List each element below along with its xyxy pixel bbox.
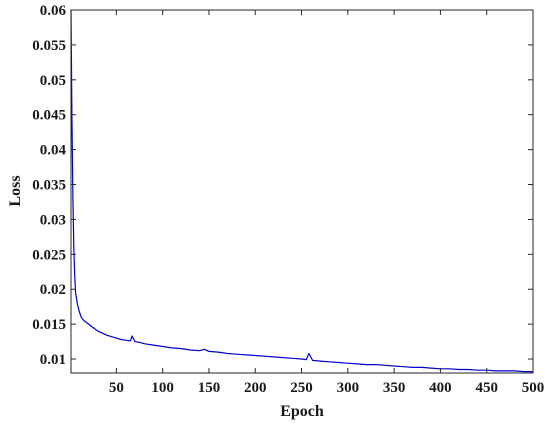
x-tick-label: 100 xyxy=(151,380,174,396)
x-tick-label: 250 xyxy=(290,380,313,396)
axes-layer: 50 100 150 200 250 300 350 400 450 500 0.01 0.015 0.… xyxy=(32,3,544,396)
y-tick-label: 0.045 xyxy=(32,108,66,124)
x-tick-label: 500 xyxy=(522,380,545,396)
y-tick-label: 0.05 xyxy=(40,73,66,89)
y-tick-label: 0.025 xyxy=(32,247,66,263)
x-tick-label: 350 xyxy=(383,380,406,396)
plot-frame xyxy=(70,9,534,374)
x-tick-label: 300 xyxy=(337,380,360,396)
y-tick-label: 0.02 xyxy=(40,282,66,298)
y-tick-label: 0.01 xyxy=(40,352,66,368)
y-tick-label: 0.015 xyxy=(32,317,66,333)
y-tick-label: 0.03 xyxy=(40,212,66,228)
y-tick-label: 0.06 xyxy=(40,3,67,19)
x-tick-label: 450 xyxy=(475,380,498,396)
y-tick-label: 0.055 xyxy=(32,38,66,54)
x-tick-label: 400 xyxy=(429,380,452,396)
x-tick-label: 150 xyxy=(198,380,221,396)
y-tick-label: 0.04 xyxy=(40,143,67,159)
loss-series-line xyxy=(70,9,533,373)
y-axis-label: Loss xyxy=(7,175,24,206)
x-tick-label: 200 xyxy=(244,380,267,396)
x-tick-label: 50 xyxy=(109,380,124,396)
x-axis-label: Epoch xyxy=(280,403,324,420)
y-tick-label: 0.035 xyxy=(32,178,66,194)
series-layer xyxy=(70,9,533,373)
plot-area xyxy=(71,10,533,373)
